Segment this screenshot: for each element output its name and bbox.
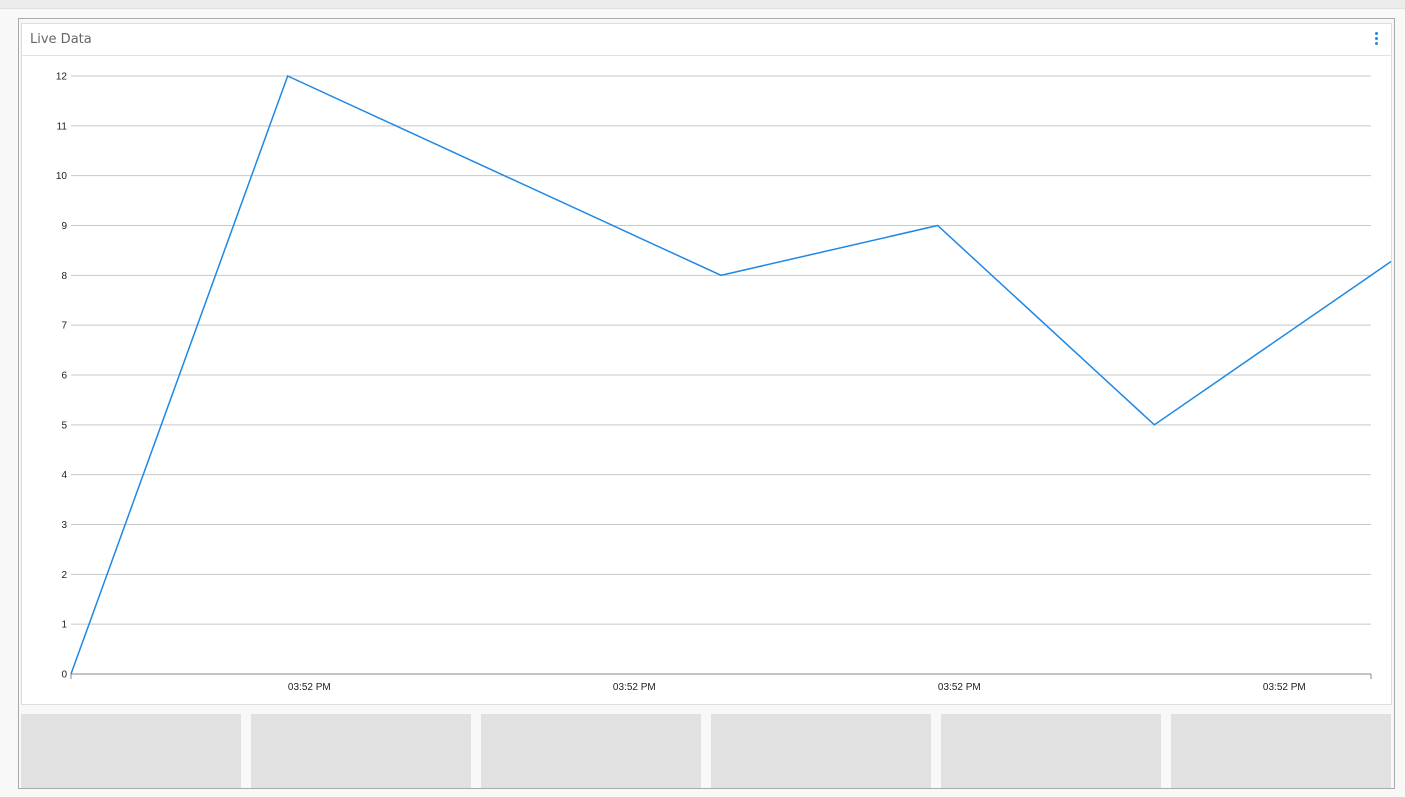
panel-header: Live Data <box>22 24 1391 56</box>
y-tick-label: 8 <box>61 271 67 282</box>
vertical-ellipsis-icon[interactable] <box>1373 32 1379 48</box>
x-tick-label: 03:52 PM <box>938 682 981 693</box>
y-tick-label: 0 <box>61 670 67 681</box>
top-bar <box>0 0 1405 9</box>
widget-tile[interactable] <box>1171 714 1391 788</box>
y-tick-label: 11 <box>57 121 68 132</box>
y-tick-label: 4 <box>61 470 67 481</box>
widget-tile[interactable] <box>251 714 471 788</box>
widget-tile[interactable] <box>941 714 1161 788</box>
y-tick-label: 10 <box>56 171 68 182</box>
y-tick-label: 1 <box>61 620 67 631</box>
live-data-panel: Live Data <box>21 23 1392 705</box>
y-tick-label: 3 <box>61 520 67 531</box>
widget-tile[interactable] <box>21 714 241 788</box>
y-tick-label: 5 <box>61 420 67 431</box>
series-line <box>70 74 1392 675</box>
y-tick-label: 6 <box>61 371 67 382</box>
y-tick-label: 2 <box>61 570 67 581</box>
x-tick-label: 03:52 PM <box>613 682 656 693</box>
y-tick-label: 7 <box>61 321 67 332</box>
y-tick-label: 12 <box>56 72 68 83</box>
x-tick-label: 03:52 PM <box>288 682 331 693</box>
y-tick-label: 9 <box>61 221 67 232</box>
panel-title: Live Data <box>30 32 92 47</box>
widget-tile[interactable] <box>481 714 701 788</box>
x-tick-label: 03:52 PM <box>1263 682 1306 693</box>
widget-tile[interactable] <box>711 714 931 788</box>
